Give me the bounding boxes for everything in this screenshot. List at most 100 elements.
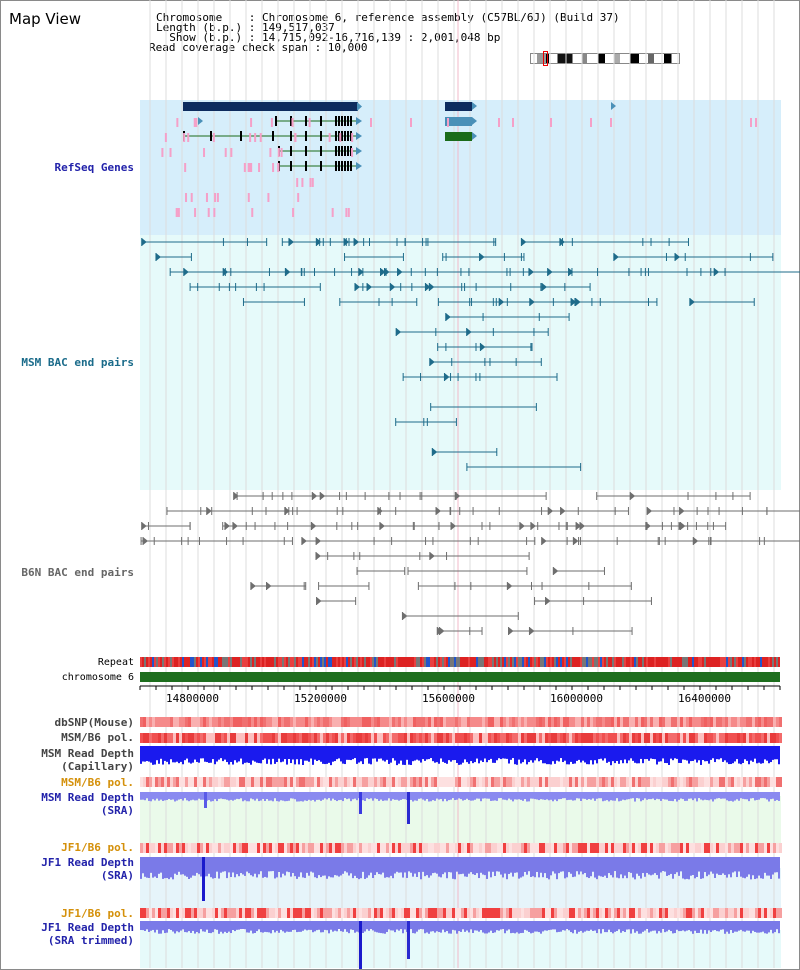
depth-bar: [362, 921, 364, 934]
density-cell: [215, 908, 218, 918]
depth-bar: [446, 792, 448, 802]
depth-bar: [158, 792, 160, 801]
density-cell: [452, 908, 455, 918]
snp-mark: [224, 148, 227, 157]
depth-bar: [680, 921, 682, 932]
track-label-jf1-depth-sra[interactable]: JF1 Read Depth (SRA): [41, 856, 134, 882]
track-label-repeat[interactable]: Repeat: [97, 657, 134, 668]
density-cell: [716, 717, 719, 727]
depth-bar: [194, 921, 196, 934]
density-cell: [281, 843, 284, 853]
track-label-msm-depth-sra[interactable]: MSM Read Depth (SRA): [41, 791, 134, 817]
chromosome-ideogram[interactable]: [530, 51, 680, 66]
density-cell: [284, 733, 287, 743]
depth-bar: [716, 792, 718, 799]
depth-bar: [320, 857, 322, 878]
density-cell: [617, 843, 620, 853]
track-label-jf1-pol-1[interactable]: JF1/B6 pol.: [61, 841, 134, 854]
bac-end-arrow: [559, 238, 565, 246]
density-cell: [683, 843, 686, 853]
repeat-segment: [442, 657, 444, 667]
depth-bar: [730, 746, 732, 765]
density-cell: [473, 733, 476, 743]
density-cell: [674, 717, 677, 727]
track-label-jf1-depth-trimmed[interactable]: JF1 Read Depth (SRA trimmed): [41, 921, 134, 947]
depth-bar: [548, 746, 550, 765]
depth-bar: [478, 746, 480, 764]
depth-bar: [608, 857, 610, 874]
depth-bar: [760, 746, 762, 764]
depth-bar: [356, 746, 358, 764]
track-label-b6n-bac[interactable]: B6N BAC end pairs: [21, 566, 134, 579]
depth-bar: [270, 746, 272, 765]
depth-bar: [172, 857, 174, 880]
depth-bar: [606, 921, 608, 933]
density-cell: [665, 733, 668, 743]
depth-bar: [158, 921, 160, 934]
depth-bar: [734, 792, 736, 801]
repeat-segment: [408, 657, 410, 667]
depth-bar: [630, 746, 632, 759]
depth-bar: [234, 921, 236, 932]
repeat-segment: [370, 657, 372, 667]
repeat-segment: [410, 657, 412, 667]
depth-bar: [448, 792, 450, 801]
depth-bar: [276, 746, 278, 762]
density-cell: [614, 908, 617, 918]
repeat-segment: [254, 657, 256, 667]
depth-bar: [424, 792, 426, 801]
track-label-jf1-pol-2[interactable]: JF1/B6 pol.: [61, 907, 134, 920]
repeat-segment: [724, 657, 726, 667]
track-label-msm-pol-1[interactable]: MSM/B6 pol.: [61, 731, 134, 744]
depth-bar: [292, 921, 294, 931]
depth-bar: [386, 746, 388, 760]
depth-bar: [686, 921, 688, 931]
density-cell: [629, 717, 632, 727]
repeat-segment: [480, 657, 482, 667]
depth-bar: [500, 921, 502, 930]
density-cell: [671, 733, 674, 743]
density-cell: [176, 777, 179, 787]
density-cell: [743, 843, 746, 853]
track-label-chromosome[interactable]: chromosome 6: [61, 672, 134, 683]
depth-bar: [706, 921, 708, 934]
depth-bar: [640, 746, 642, 759]
repeat-segment: [168, 657, 170, 667]
density-cell: [200, 908, 203, 918]
bac-end-arrow: [301, 537, 307, 545]
density-cell: [326, 908, 329, 918]
depth-bar: [344, 921, 346, 930]
depth-bar: [598, 857, 600, 876]
density-cell: [512, 733, 515, 743]
depth-bar: [178, 746, 180, 764]
ideogram-position-marker[interactable]: [543, 51, 548, 66]
depth-bar: [418, 746, 420, 761]
repeat-segment: [436, 657, 438, 667]
depth-bar: [204, 921, 206, 932]
depth-bar: [378, 857, 380, 875]
depth-bar: [764, 746, 766, 760]
density-cell: [269, 717, 272, 727]
track-label-msm-pol-2[interactable]: MSM/B6 pol.: [61, 776, 134, 789]
density-cell: [296, 717, 299, 727]
density-cell: [170, 908, 173, 918]
repeat-segment: [590, 657, 592, 667]
depth-bar: [588, 857, 590, 879]
depth-bar: [586, 792, 588, 800]
density-cell: [140, 733, 143, 743]
density-cell: [737, 908, 740, 918]
depth-bar: [660, 857, 662, 873]
track-label-msm-bac[interactable]: MSM BAC end pairs: [21, 356, 134, 369]
repeat-segment: [712, 657, 714, 667]
depth-bar: [392, 792, 394, 800]
density-cell: [470, 733, 473, 743]
track-label-msm-depth-capillary[interactable]: MSM Read Depth (Capillary): [41, 747, 134, 773]
depth-bar: [142, 792, 144, 800]
density-cell: [149, 843, 152, 853]
track-label-refseq[interactable]: RefSeq Genes: [54, 161, 134, 174]
snp-mark: [610, 118, 612, 127]
depth-bar: [608, 921, 610, 930]
track-label-dbsnp[interactable]: dbSNP(Mouse): [54, 716, 134, 729]
repeat-segment: [382, 657, 384, 667]
